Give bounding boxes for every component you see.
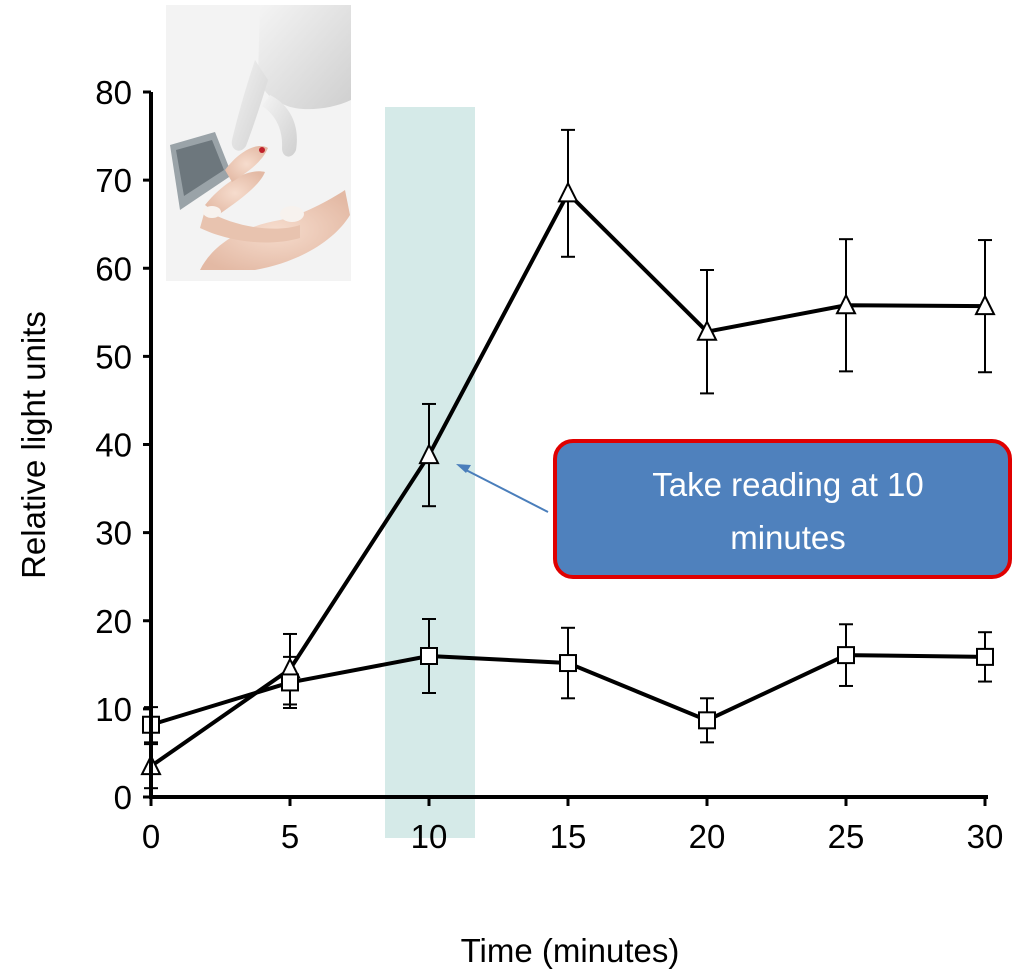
triangle-marker: [974, 293, 996, 316]
x-axis-title: Time (minutes): [461, 932, 680, 969]
callout-box: [553, 439, 1012, 579]
y-ticks: 0 10 20 30 40 50 60 70 80: [95, 74, 151, 816]
square-marker: [976, 647, 994, 666]
callout-line-2: minutes: [730, 519, 846, 556]
series-markers: [140, 181, 996, 776]
x-tick-label: 10: [411, 818, 448, 855]
square-marker: [559, 654, 577, 673]
square-marker: [698, 711, 716, 730]
x-tick-label: 25: [828, 818, 865, 855]
triangle-marker: [557, 181, 579, 203]
y-tick-label: 50: [95, 338, 132, 375]
callout-arrow: [463, 468, 549, 513]
triangle-marker: [835, 293, 857, 315]
y-tick-label: 80: [95, 74, 132, 111]
y-tick-label: 20: [95, 603, 132, 640]
square-marker: [281, 673, 299, 692]
callout: Take reading at 10 minutes: [456, 439, 1012, 579]
gloved-hand-icon: [231, 5, 351, 157]
y-axis-title: Relative light units: [15, 311, 52, 579]
x-tick-label: 5: [281, 818, 299, 855]
x-tick-label: 15: [550, 818, 587, 855]
callout-line-1: Take reading at 10: [652, 466, 924, 503]
y-tick-label: 40: [95, 427, 132, 464]
square-marker: [420, 647, 438, 665]
y-tick-label: 0: [114, 779, 132, 816]
square-marker: [837, 646, 855, 665]
triangle-marker: [418, 442, 440, 465]
y-tick-label: 30: [95, 515, 132, 552]
y-tick-label: 60: [95, 250, 132, 287]
x-tick-label: 20: [689, 818, 726, 855]
y-tick-label: 70: [95, 162, 132, 199]
triangle-marker: [696, 319, 718, 341]
callout-arrowhead-icon: [456, 464, 471, 473]
x-ticks: 0 5 10 15 20 25 30: [142, 797, 1004, 855]
x-tick-label: 0: [142, 818, 160, 855]
x-tick-label: 30: [967, 818, 1004, 855]
hand-icon: [200, 146, 350, 270]
y-tick-label: 10: [95, 691, 132, 728]
inset-photo: [166, 5, 351, 281]
glucose-meter-icon: [170, 132, 232, 210]
